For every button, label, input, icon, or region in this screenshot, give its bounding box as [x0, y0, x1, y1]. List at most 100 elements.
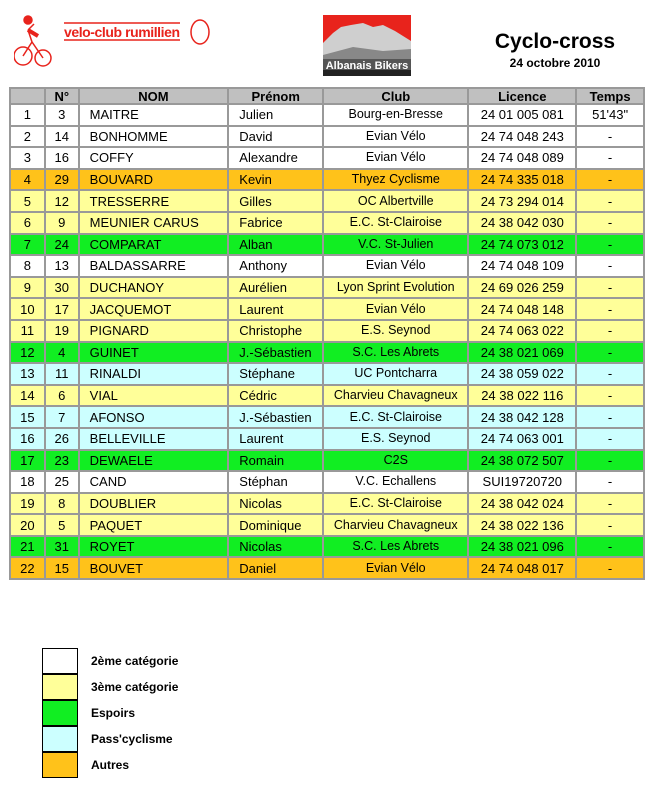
- cell-club: V.C. St-Julien: [322, 232, 470, 257]
- legend-item: Pass'cyclisme: [42, 726, 178, 752]
- cell-pre: Aurélien: [227, 275, 325, 300]
- cell-rank: 6: [9, 210, 46, 235]
- cell-bib: 8: [43, 491, 80, 516]
- column-header-pre: Prénom: [227, 87, 325, 105]
- cell-pre: Dominique: [227, 513, 325, 537]
- cell-nom: COFFY: [77, 146, 230, 170]
- cell-licence: 24 38 021 096: [467, 534, 578, 559]
- cell-temps: -: [575, 124, 645, 149]
- table-row: 22 15 BOUVET Daniel Evian Vélo 24 74 048 017-: [9, 556, 645, 581]
- cell-bib: 26: [43, 426, 80, 451]
- cell-bib: 7: [43, 405, 80, 429]
- table-row: 2 14 BONHOMME David Evian Vélo 24 74 048 243-: [9, 124, 645, 149]
- cell-temps: -: [575, 167, 645, 192]
- cell-temps: -: [575, 210, 645, 235]
- cell-temps: -: [575, 470, 645, 494]
- cell-nom: PIGNARD: [77, 318, 230, 343]
- cell-rank: 22: [9, 556, 46, 581]
- cell-temps: -: [575, 232, 645, 257]
- cell-bib: 30: [43, 275, 80, 300]
- cell-nom: TRESSERRE: [77, 189, 230, 213]
- legend-label: 3ème catégorie: [91, 680, 179, 694]
- cell-pre: J.-Sébastien: [227, 405, 325, 429]
- cell-nom: ROYET: [77, 534, 230, 559]
- cell-licence: SUI19720720: [467, 470, 578, 494]
- cell-licence: 24 74 073 012: [467, 232, 578, 257]
- results-table: N° NOM Prénom Club Licence Temps 1 3 MAITRE Juli…: [9, 87, 645, 581]
- cell-club: OC Albertville: [322, 189, 470, 213]
- cell-pre: Julien: [227, 103, 325, 127]
- cell-pre: Romain: [227, 448, 325, 473]
- cell-club: Lyon Sprint Evolution: [322, 275, 470, 300]
- cell-rank: 16: [9, 426, 46, 451]
- cell-bib: 3: [43, 103, 80, 127]
- cell-pre: Anthony: [227, 254, 325, 278]
- column-header-nom: NOM: [77, 87, 230, 105]
- cell-temps: -: [575, 426, 645, 451]
- velo-club-rumillien-logo: velo-club rumillien: [14, 15, 210, 67]
- cell-club: Bourg-en-Bresse: [322, 103, 470, 127]
- cell-bib: 25: [43, 470, 80, 494]
- cell-licence: 24 74 335 018: [467, 167, 578, 192]
- cell-pre: Laurent: [227, 426, 325, 451]
- cell-club: Thyez Cyclisme: [322, 167, 470, 192]
- cell-bib: 11: [43, 362, 80, 386]
- table-row: 4 29 BOUVARD Kevin Thyez Cyclisme 24 74 335 0…: [9, 167, 645, 192]
- cell-rank: 21: [9, 534, 46, 559]
- cell-rank: 7: [9, 232, 46, 257]
- legend-label: 2ème catégorie: [91, 654, 179, 668]
- table-row: 17 23 DEWAELE Romain C2S 24 38 072 507-: [9, 448, 645, 473]
- cell-temps: 51'43": [575, 103, 645, 127]
- cell-nom: BOUVET: [77, 556, 230, 581]
- cell-licence: 24 01 005 081: [467, 103, 578, 127]
- legend-swatch: [42, 726, 78, 752]
- cell-rank: 8: [9, 254, 46, 278]
- cell-rank: 9: [9, 275, 46, 300]
- cell-temps: -: [575, 318, 645, 343]
- cell-rank: 15: [9, 405, 46, 429]
- cell-licence: 24 74 048 148: [467, 297, 578, 321]
- cell-bib: 29: [43, 167, 80, 192]
- cell-nom: BOUVARD: [77, 167, 230, 192]
- column-header-rank: [9, 87, 46, 105]
- cell-club: Evian Vélo: [322, 124, 470, 149]
- cell-nom: GUINET: [77, 340, 230, 365]
- cell-bib: 6: [43, 383, 80, 408]
- cell-licence: 24 38 022 136: [467, 513, 578, 537]
- legend-item: 3ème catégorie: [42, 674, 178, 700]
- cell-club: E.S. Seynod: [322, 318, 470, 343]
- cell-club: V.C. Echallens: [322, 470, 470, 494]
- cell-pre: J.-Sébastien: [227, 340, 325, 365]
- cell-pre: Christophe: [227, 318, 325, 343]
- cell-club: S.C. Les Abrets: [322, 534, 470, 559]
- cell-pre: Fabrice: [227, 210, 325, 235]
- table-row: 9 30 DUCHANOY Aurélien Lyon Sprint Evolution…: [9, 275, 645, 300]
- cell-nom: BALDASSARRE: [77, 254, 230, 278]
- cell-rank: 20: [9, 513, 46, 537]
- legend-swatch: [42, 700, 78, 726]
- table-row: 12 4 GUINET J.-Sébastien S.C. Les Abrets 24 3…: [9, 340, 645, 365]
- cell-rank: 10: [9, 297, 46, 321]
- cell-temps: -: [575, 534, 645, 559]
- column-header-temps: Temps: [575, 87, 645, 105]
- table-row: 10 17 JACQUEMOT Laurent Evian Vélo 24 74 048 …: [9, 297, 645, 321]
- cell-rank: 14: [9, 383, 46, 408]
- table-row: 7 24 COMPARAT Alban V.C. St-Julien 24 74 073 …: [9, 232, 645, 257]
- cell-licence: 24 74 048 089: [467, 146, 578, 170]
- cell-temps: -: [575, 448, 645, 473]
- cell-licence: 24 69 026 259: [467, 275, 578, 300]
- cell-club: UC Pontcharra: [322, 362, 470, 386]
- cell-pre: Daniel: [227, 556, 325, 581]
- cell-rank: 4: [9, 167, 46, 192]
- legend-item: Espoirs: [42, 700, 178, 726]
- cell-bib: 9: [43, 210, 80, 235]
- cell-licence: 24 73 294 014: [467, 189, 578, 213]
- cell-club: E.C. St-Clairoise: [322, 210, 470, 235]
- cell-nom: MEUNIER CARUS: [77, 210, 230, 235]
- cell-rank: 2: [9, 124, 46, 149]
- cell-pre: Alexandre: [227, 146, 325, 170]
- legend-label: Espoirs: [91, 706, 136, 720]
- cell-pre: Stéphan: [227, 470, 325, 494]
- cell-club: E.S. Seynod: [322, 426, 470, 451]
- cell-pre: Nicolas: [227, 534, 325, 559]
